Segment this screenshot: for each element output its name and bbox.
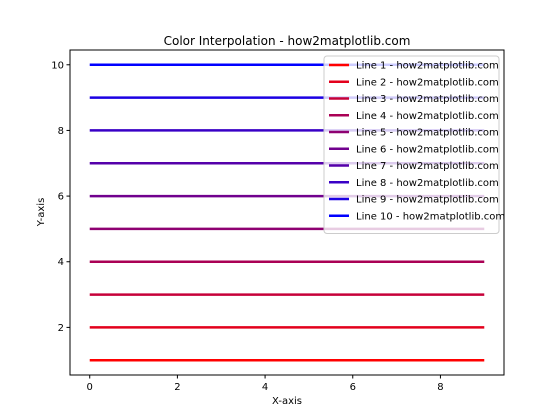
- legend-entry-label: Line 9 - how2matplotlib.com: [356, 195, 499, 206]
- legend-entry-label: Line 4 - how2matplotlib.com: [356, 111, 499, 122]
- y-tick-label: 10: [51, 60, 64, 71]
- x-tick-label: 6: [350, 382, 356, 393]
- legend-entry-label: Line 7 - how2matplotlib.com: [356, 161, 499, 172]
- x-tick-label: 2: [174, 382, 180, 393]
- y-tick-label: 2: [58, 323, 64, 334]
- legend-entry-label: Line 1 - how2matplotlib.com: [356, 61, 499, 72]
- axes-frame: [69, 49, 505, 376]
- y-axis-label: Y-axis: [36, 198, 47, 228]
- x-axis: 0 2 4 6 8: [87, 375, 444, 393]
- x-tick-label: 4: [262, 382, 268, 393]
- x-tick-label: 0: [87, 382, 93, 393]
- legend-box: [323, 55, 500, 234]
- y-tick-label: 6: [58, 192, 64, 203]
- legend-entry-label: Line 2 - how2matplotlib.com: [356, 77, 499, 88]
- x-axis-label: X-axis: [272, 396, 302, 407]
- legend: Line 1 - how2matplotlib.com Line 2 - how2…: [323, 55, 505, 234]
- y-tick-label: 8: [58, 126, 64, 137]
- x-tick-label: 8: [437, 382, 443, 393]
- y-tick-label: 4: [58, 257, 64, 268]
- legend-entry-label: Line 5 - how2matplotlib.com: [356, 128, 499, 139]
- legend-entry-label: Line 3 - how2matplotlib.com: [356, 94, 499, 105]
- legend-entry-label: Line 10 - how2matplotlib.com: [356, 211, 505, 222]
- legend-entry-label: Line 6 - how2matplotlib.com: [356, 144, 499, 155]
- y-axis: 2 4 6 8 10: [51, 60, 70, 334]
- legend-entry-label: Line 8 - how2matplotlib.com: [356, 178, 499, 189]
- chart-title: Color Interpolation - how2matplotlib.com: [164, 34, 411, 48]
